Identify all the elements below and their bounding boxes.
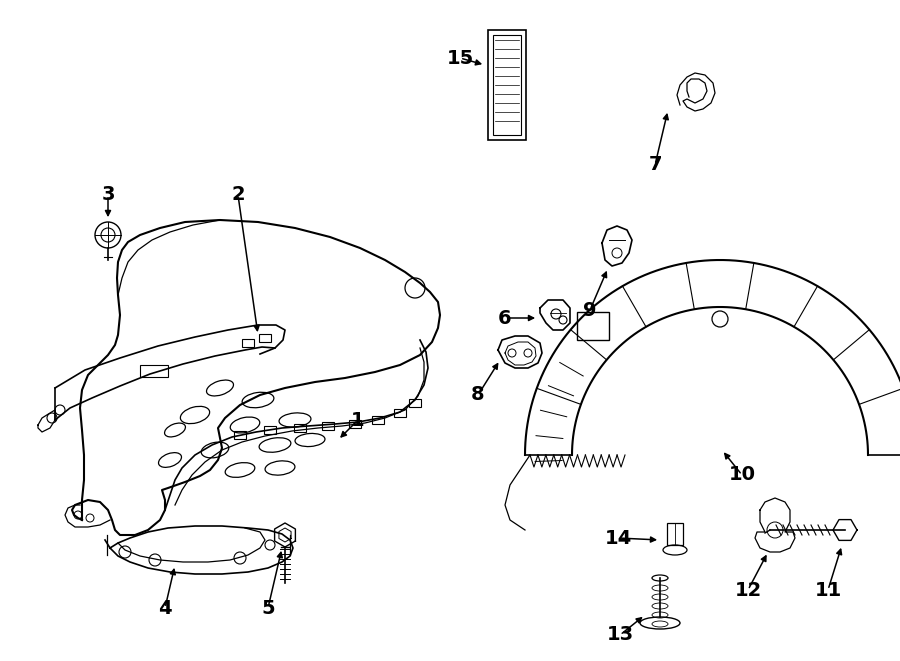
Bar xyxy=(409,399,421,407)
Bar xyxy=(577,312,609,340)
Bar xyxy=(140,365,168,377)
Bar xyxy=(294,424,306,432)
Text: 2: 2 xyxy=(231,186,245,204)
Bar xyxy=(394,409,406,417)
Bar xyxy=(322,422,334,430)
Bar xyxy=(264,426,276,434)
Bar xyxy=(372,416,384,424)
Text: 6: 6 xyxy=(499,309,512,327)
Text: 8: 8 xyxy=(472,385,485,405)
Bar xyxy=(234,431,246,439)
Text: 15: 15 xyxy=(446,48,473,67)
Bar xyxy=(667,523,683,545)
Text: 9: 9 xyxy=(583,301,597,319)
Text: 10: 10 xyxy=(728,465,755,485)
Bar xyxy=(259,334,271,342)
Text: 13: 13 xyxy=(607,625,634,644)
Bar xyxy=(349,420,361,428)
Bar xyxy=(493,35,521,135)
Text: 12: 12 xyxy=(734,580,761,600)
Text: 11: 11 xyxy=(814,580,842,600)
Text: 14: 14 xyxy=(605,529,632,547)
Text: 3: 3 xyxy=(101,186,115,204)
Bar xyxy=(242,339,254,347)
Text: 1: 1 xyxy=(351,410,364,430)
Text: 4: 4 xyxy=(158,598,172,617)
Text: 7: 7 xyxy=(648,155,662,175)
Text: 5: 5 xyxy=(261,598,274,617)
Bar xyxy=(488,30,526,140)
